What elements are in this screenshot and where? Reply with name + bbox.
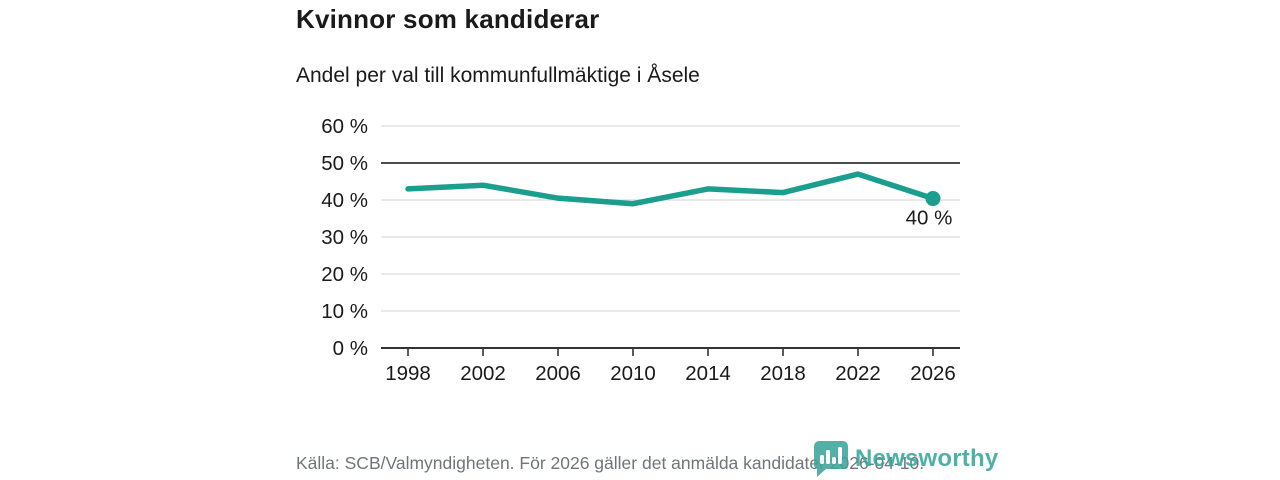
x-tick-label: 2006 (535, 362, 581, 385)
x-tick-label: 2026 (910, 362, 956, 385)
y-tick-label: 50 % (321, 152, 368, 175)
x-tick-label: 2010 (610, 362, 656, 385)
end-point-value-label: 40 % (906, 207, 953, 230)
chart-subtitle: Andel per val till kommunfullmäktige i Å… (296, 64, 700, 87)
y-tick-label: 10 % (321, 300, 368, 323)
end-point-marker (925, 191, 941, 207)
y-tick-label: 60 % (321, 115, 368, 138)
page-title: Kvinnor som kandiderar (296, 4, 600, 34)
newsworthy-wordmark: Newsworthy (855, 444, 999, 472)
x-tick-label: 2018 (760, 362, 806, 385)
y-tick-label: 20 % (321, 263, 368, 286)
x-tick-label: 1998 (385, 362, 431, 385)
y-tick-label: 30 % (321, 226, 368, 249)
x-tick-label: 2002 (460, 362, 506, 385)
data-line-andel-kvinnor (405, 171, 936, 207)
x-tick-label: 2014 (685, 362, 731, 385)
newsworthy-barchart-icon (814, 441, 848, 477)
y-tick-label: 40 % (321, 189, 368, 212)
x-tick-label: 2022 (835, 362, 881, 385)
y-tick-label: 0 % (333, 337, 368, 360)
source-note: Källa: SCB/Valmyndigheten. För 2026 gäll… (296, 453, 925, 473)
newsworthy-logo: Newsworthy (812, 440, 998, 477)
